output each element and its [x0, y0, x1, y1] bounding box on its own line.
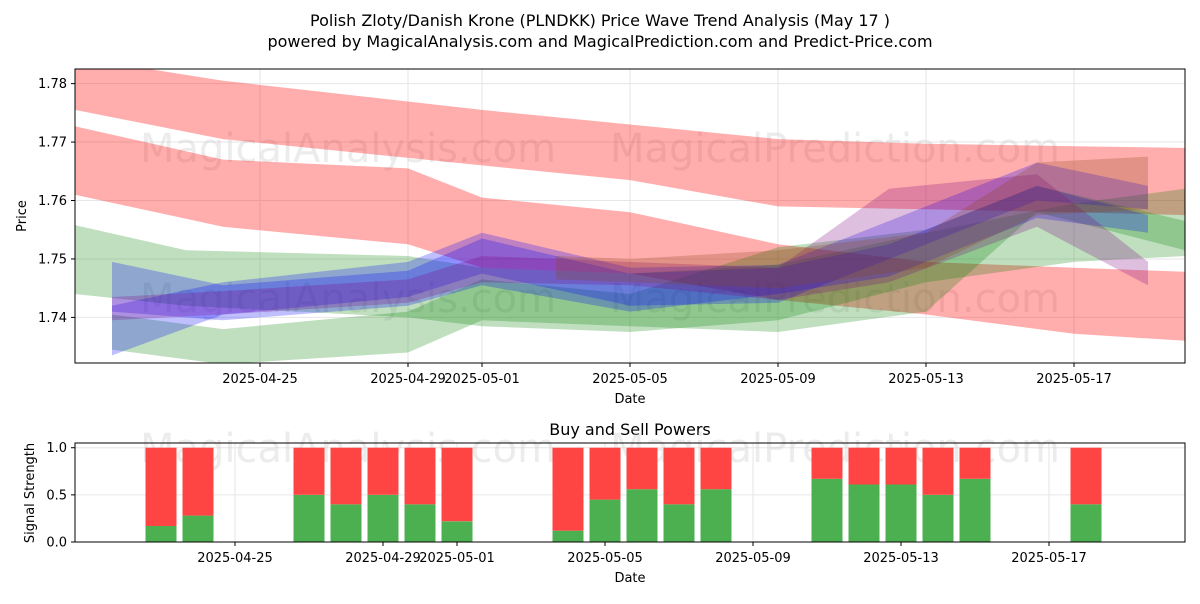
- sell-bar: [1070, 447, 1102, 505]
- watermark-analysis-mid: MagicalAnalysis.com: [140, 276, 556, 322]
- sell-bar: [293, 447, 325, 495]
- signal-y-ticks: 0.0 0.5 1.0: [46, 441, 75, 551]
- buy-bar: [330, 504, 362, 542]
- price-y-ticks: 1.74 1.75 1.76 1.77 1.78: [38, 77, 75, 326]
- signal-y-tick-label: 0.5: [46, 488, 67, 503]
- buy-bar: [885, 484, 917, 542]
- signal-x-tick-label: 2025-05-01: [419, 551, 495, 566]
- buy-bar: [663, 504, 695, 542]
- sell-bar: [367, 447, 399, 495]
- blue-band-1: [112, 185, 1148, 321]
- watermark-prediction-top: MagicalPrediction.com: [610, 126, 1060, 172]
- signal-plot-frame: [74, 442, 1186, 543]
- signal-y-axis-label: Signal Strength: [23, 443, 38, 543]
- green-band-1: [75, 188, 1185, 332]
- sell-bar: [811, 447, 843, 479]
- price-x-tick-label: 2025-04-29: [370, 372, 446, 387]
- chart-subtitle: powered by MagicalAnalysis.com and Magic…: [267, 32, 932, 51]
- buy-bar: [367, 494, 399, 542]
- sell-bar: [959, 447, 991, 479]
- price-x-tick-label: 2025-05-09: [740, 372, 816, 387]
- price-x-axis-label: Date: [614, 392, 645, 407]
- buy-bar: [1070, 504, 1102, 542]
- buy-bar: [922, 494, 954, 542]
- red-band-1: [75, 69, 1185, 216]
- sell-bar: [848, 447, 880, 485]
- sell-bar: [441, 447, 473, 522]
- signal-x-tick-label: 2025-05-05: [567, 551, 643, 566]
- price-grid: [75, 69, 1185, 363]
- sell-bar: [552, 447, 584, 531]
- signal-bars: [145, 447, 1102, 542]
- buy-bar: [145, 526, 177, 542]
- chart-title: Polish Zloty/Danish Krone (PLNDKK) Price…: [310, 11, 890, 30]
- price-x-tick-label: 2025-04-25: [222, 372, 298, 387]
- signal-y-tick-label: 1.0: [46, 441, 67, 456]
- price-x-tick-label: 2025-05-13: [888, 372, 964, 387]
- price-x-tick-label: 2025-05-17: [1036, 372, 1112, 387]
- signal-title: Buy and Sell Powers: [549, 420, 711, 439]
- signal-x-tick-label: 2025-04-25: [197, 551, 273, 566]
- price-x-tick-label: 2025-05-05: [592, 372, 668, 387]
- buy-bar: [552, 530, 584, 542]
- sell-bar: [663, 447, 695, 505]
- signal-x-tick-label: 2025-05-09: [715, 551, 791, 566]
- buy-bar: [182, 515, 214, 542]
- signal-x-tick-label: 2025-04-29: [345, 551, 421, 566]
- signal-panel: Buy and Sell Powers MagicalAnalysis.com …: [23, 420, 1186, 586]
- purple-band: [112, 174, 1148, 321]
- price-y-axis-label: Price: [15, 200, 30, 232]
- sell-bar: [700, 447, 732, 490]
- buy-bar: [959, 478, 991, 542]
- brown-band: [556, 156, 1148, 289]
- buy-bar: [404, 504, 436, 542]
- signal-y-tick-label: 0.0: [46, 536, 67, 551]
- price-y-tick-label: 1.78: [38, 77, 67, 92]
- price-y-tick-label: 1.75: [38, 252, 67, 267]
- price-panel: MagicalAnalysis.com MagicalPrediction.co…: [15, 68, 1186, 407]
- price-x-tick-label: 2025-05-01: [444, 372, 520, 387]
- sell-bar: [330, 447, 362, 505]
- price-y-tick-label: 1.77: [38, 136, 67, 151]
- sell-bar: [404, 447, 436, 505]
- blue-band-2: [112, 162, 1148, 356]
- price-y-tick-label: 1.74: [38, 311, 67, 326]
- sell-bar: [885, 447, 917, 485]
- watermark-prediction-mid: MagicalPrediction.com: [610, 276, 1060, 322]
- watermark-analysis-top: MagicalAnalysis.com: [140, 126, 556, 172]
- buy-bar: [700, 489, 732, 542]
- buy-bar: [293, 494, 325, 542]
- price-y-tick-label: 1.76: [38, 194, 67, 209]
- signal-x-tick-label: 2025-05-13: [863, 551, 939, 566]
- signal-x-axis-label: Date: [614, 571, 645, 586]
- red-band-2: [75, 126, 1185, 341]
- green-band-2: [112, 185, 1185, 363]
- buy-bar: [811, 478, 843, 542]
- sell-bar: [589, 447, 621, 500]
- buy-bar: [589, 499, 621, 542]
- sell-bar: [626, 447, 658, 490]
- sell-bar: [145, 447, 177, 526]
- sell-bar: [922, 447, 954, 495]
- sell-bar: [182, 447, 214, 516]
- buy-bar: [626, 489, 658, 542]
- buy-bar: [848, 484, 880, 542]
- wave-bands: [75, 69, 1185, 363]
- signal-x-tick-label: 2025-05-17: [1011, 551, 1087, 566]
- buy-bar: [441, 521, 473, 542]
